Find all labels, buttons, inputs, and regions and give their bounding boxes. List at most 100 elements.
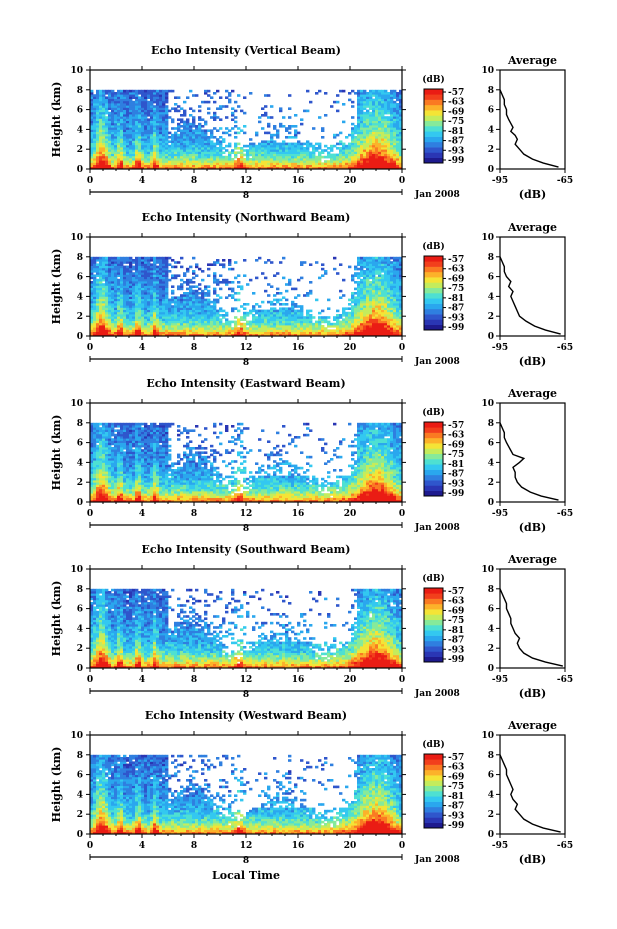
heatmap-cell [159, 278, 163, 282]
heatmap-cell [243, 96, 247, 99]
heatmap-cell [174, 147, 178, 150]
heatmap-cell [120, 92, 124, 95]
heatmap-cell [177, 303, 181, 306]
heatmap-cell [207, 158, 211, 161]
heatmap-cell [168, 89, 172, 93]
heatmap-cell [123, 287, 127, 291]
heatmap-cell [174, 331, 178, 335]
heatmap-cell [204, 298, 208, 302]
heatmap-cell [339, 289, 343, 293]
heatmap-cell [117, 274, 121, 277]
heatmap-cell [261, 151, 265, 154]
heatmap-cell [372, 103, 376, 106]
heatmap-cell [378, 111, 382, 115]
heatmap-cell [156, 144, 160, 148]
heatmap-cell [303, 325, 307, 328]
heatmap-cell [360, 92, 364, 95]
heatmap-cell [117, 267, 121, 271]
heatmap-cell [192, 118, 196, 121]
heatmap-cell [135, 166, 139, 170]
heatmap-cell [150, 96, 154, 99]
heatmap-cell [279, 322, 283, 326]
heatmap-cell [369, 96, 373, 99]
heatmap-cell [333, 158, 337, 161]
heatmap-cell [129, 125, 133, 128]
heatmap-cell [114, 140, 118, 143]
heatmap-cell [141, 96, 145, 99]
heatmap-cell [144, 298, 148, 302]
heatmap-cell [354, 129, 358, 132]
heatmap-cell [351, 129, 355, 132]
heatmap-cell [291, 320, 295, 324]
heatmap-cell [273, 320, 277, 324]
y-tick-label: 8 [77, 86, 83, 96]
heatmap-cell [93, 300, 97, 304]
heatmap-cell [363, 265, 367, 269]
heatmap-cell [129, 153, 133, 157]
heatmap-cell [102, 314, 106, 317]
heatmap-cell [222, 281, 226, 284]
heatmap-cell [123, 160, 127, 163]
heatmap-cell [384, 276, 388, 280]
heatmap-cell [273, 155, 277, 159]
heatmap-cell [348, 307, 352, 310]
heatmap-cell [213, 281, 217, 284]
heatmap-cell [270, 164, 274, 168]
heatmap-cell [153, 109, 157, 113]
heatmap-cell [207, 149, 211, 152]
heatmap-cell [141, 129, 145, 132]
heatmap-cell [213, 263, 217, 266]
heatmap-cell [372, 325, 376, 328]
heatmap-cell [102, 105, 106, 108]
heatmap-cell [192, 276, 196, 280]
heatmap-cell [108, 103, 112, 106]
heatmap-cell [387, 316, 391, 319]
heatmap-cell [396, 107, 400, 110]
heatmap-cell [210, 316, 214, 319]
heatmap-cell [264, 160, 268, 163]
heatmap-cell [126, 261, 130, 264]
heatmap-cell [207, 144, 211, 148]
heatmap-cell [393, 327, 397, 330]
heatmap-cell [129, 140, 133, 143]
heatmap-cell [120, 285, 124, 288]
heatmap-cell [348, 320, 352, 324]
heatmap-cell [351, 333, 355, 337]
heatmap-cell [258, 327, 262, 330]
heatmap-cell [99, 94, 103, 97]
heatmap-cell [90, 109, 94, 113]
heatmap-cell [237, 94, 241, 97]
heatmap-cell [159, 270, 163, 273]
heatmap-cell [129, 158, 133, 161]
heatmap-cell [387, 329, 391, 332]
heatmap-cell [210, 300, 214, 304]
heatmap-cell [384, 292, 388, 295]
heatmap-cell [102, 129, 106, 132]
heatmap-cell [228, 144, 232, 148]
heatmap-cell [189, 127, 193, 130]
heatmap-cell [315, 164, 319, 168]
heatmap-cell [378, 100, 382, 104]
heatmap-cell [348, 149, 352, 152]
heatmap-cell [231, 162, 235, 165]
heatmap-cell [168, 166, 172, 170]
heatmap-cell [321, 320, 325, 324]
heatmap-cell [216, 129, 220, 132]
heatmap-cell [141, 329, 145, 332]
heatmap-cell [132, 158, 136, 161]
heatmap-cell [351, 325, 355, 328]
heatmap-cell [384, 100, 388, 104]
heatmap-cell [249, 278, 253, 282]
heatmap-cell [141, 281, 145, 284]
heatmap-cell [231, 127, 235, 130]
heatmap-cell [294, 331, 298, 335]
heatmap-cell [276, 149, 280, 152]
heatmap-cell [390, 122, 394, 126]
heatmap-cell [90, 89, 94, 93]
heatmap-cell [207, 329, 211, 332]
heatmap-cell [270, 318, 274, 321]
heatmap-cell [93, 103, 97, 106]
heatmap-cell [345, 331, 349, 335]
heatmap-cell [207, 318, 211, 321]
heatmap-cell [366, 147, 370, 150]
